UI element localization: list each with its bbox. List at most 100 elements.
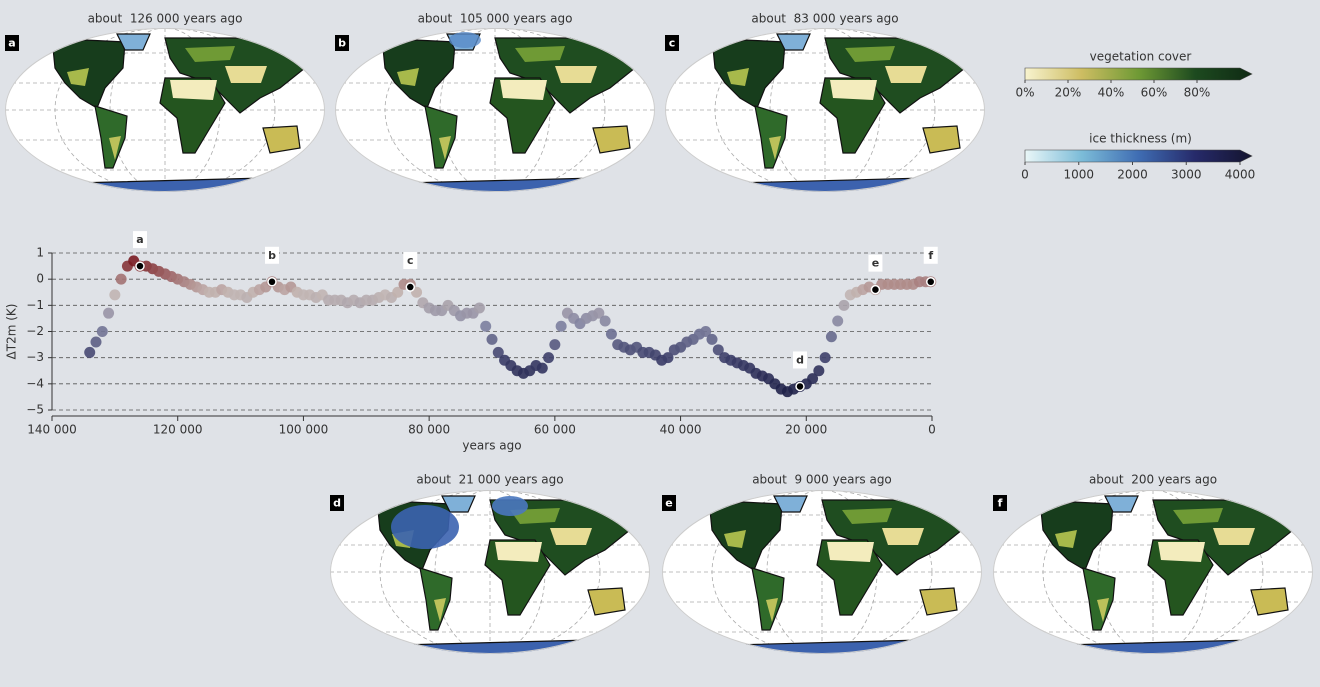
x-tick-label: 140 000 — [27, 423, 77, 437]
x-tick-label: 0 — [928, 423, 936, 437]
data-point — [819, 352, 831, 364]
panel-title: about 126 000 years ago — [88, 12, 243, 26]
data-point — [480, 320, 492, 332]
colorbar-tick-label: 4000 — [1225, 168, 1256, 182]
data-point — [543, 352, 555, 364]
data-point — [700, 326, 712, 337]
colorbar-tick-label: 80% — [1184, 86, 1211, 100]
y-tick-label: −3 — [26, 350, 44, 364]
panel-letter: e — [665, 497, 672, 510]
panel-title: about 9 000 years ago — [752, 473, 892, 487]
data-point — [662, 352, 674, 364]
highlight-label-box — [403, 252, 418, 270]
colorbar-tick-label: 3000 — [1171, 168, 1202, 182]
panel-letter-box — [665, 35, 679, 51]
data-point — [536, 362, 548, 374]
highlight-label: c — [407, 254, 414, 267]
data-point — [103, 307, 115, 319]
data-point — [115, 273, 127, 285]
data-point — [807, 373, 819, 385]
colorbar-title: vegetation cover — [1090, 50, 1192, 64]
panel-letter: c — [669, 37, 676, 50]
ice-sheet — [492, 496, 528, 516]
panel-letter-box — [5, 35, 19, 51]
panel-letter-box — [335, 35, 349, 51]
x-tick-label: 20 000 — [785, 423, 827, 437]
ice-sheet — [449, 32, 481, 48]
panel-title: about 105 000 years ago — [418, 12, 573, 26]
data-point — [549, 339, 561, 351]
data-point — [555, 320, 567, 332]
highlight-label: b — [268, 249, 276, 262]
y-tick-label: −1 — [26, 298, 44, 312]
map — [5, 28, 325, 195]
colorbar-tick-label: 60% — [1141, 86, 1168, 100]
colorbar-title: ice thickness (m) — [1089, 132, 1192, 146]
highlight-label-box — [868, 254, 883, 272]
highlight-point — [925, 277, 936, 287]
map — [662, 490, 982, 657]
data-point — [605, 328, 617, 340]
data-point — [109, 289, 121, 301]
highlight-point — [870, 284, 881, 295]
panel-title: about 21 000 years ago — [416, 473, 563, 487]
highlight-point — [267, 277, 277, 287]
maps — [5, 28, 1313, 657]
y-tick-label: 0 — [36, 272, 44, 286]
data-point — [473, 302, 485, 314]
colorbar-tick-label: 1000 — [1063, 168, 1094, 182]
map — [330, 490, 650, 657]
highlight-label-box — [265, 246, 279, 264]
data-point — [832, 315, 844, 327]
data-point — [96, 326, 108, 337]
x-tick-label: 120 000 — [153, 423, 203, 437]
x-tick-label: 100 000 — [279, 423, 329, 437]
y-tick-label: −5 — [26, 403, 44, 417]
data-point — [712, 344, 724, 356]
highlight-point — [795, 381, 805, 392]
highlight-label: e — [872, 257, 879, 270]
data-point — [813, 365, 825, 377]
highlight-point — [405, 282, 416, 292]
data-point — [90, 336, 102, 348]
colorbar-tick-label: 0% — [1015, 86, 1034, 100]
panel-letter-box — [662, 495, 676, 511]
map — [335, 28, 655, 195]
panel-title: about 83 000 years ago — [751, 12, 898, 26]
highlight-point — [135, 261, 145, 271]
ice-sheet — [391, 505, 459, 549]
map — [665, 28, 985, 195]
colorbar-tick-label: 2000 — [1117, 168, 1148, 182]
highlight-label-box — [133, 231, 147, 249]
data-point — [392, 286, 404, 298]
data-point — [492, 346, 504, 358]
highlight-label-box — [793, 351, 807, 369]
y-tick-label: 1 — [36, 246, 44, 260]
y-tick-label: −4 — [26, 376, 44, 390]
highlight-label: d — [796, 353, 804, 366]
colorbar-tick-label: 20% — [1055, 86, 1082, 100]
map — [993, 490, 1313, 657]
panel-title: about 200 years ago — [1089, 473, 1217, 487]
data-point — [593, 307, 605, 319]
panel-letter: b — [338, 37, 346, 50]
panel-letter: f — [998, 497, 1003, 510]
data-point — [486, 333, 498, 345]
highlight-label: f — [928, 249, 933, 262]
highlight-label-box — [923, 246, 938, 264]
x-tick-label: 40 000 — [660, 423, 702, 437]
colorbar — [1024, 67, 1253, 81]
data-point — [838, 299, 850, 311]
x-axis-label: years ago — [462, 439, 521, 453]
panel-letter-box — [993, 495, 1007, 511]
data-point — [84, 346, 96, 358]
panel-letter: d — [333, 497, 341, 510]
data-point — [599, 315, 611, 327]
data-point — [706, 333, 718, 345]
colorbar — [1024, 149, 1253, 163]
panel-letter-box — [330, 495, 344, 511]
colorbar-tick-label: 0 — [1021, 168, 1029, 182]
y-axis-label: ΔT2m (K) — [5, 304, 19, 360]
